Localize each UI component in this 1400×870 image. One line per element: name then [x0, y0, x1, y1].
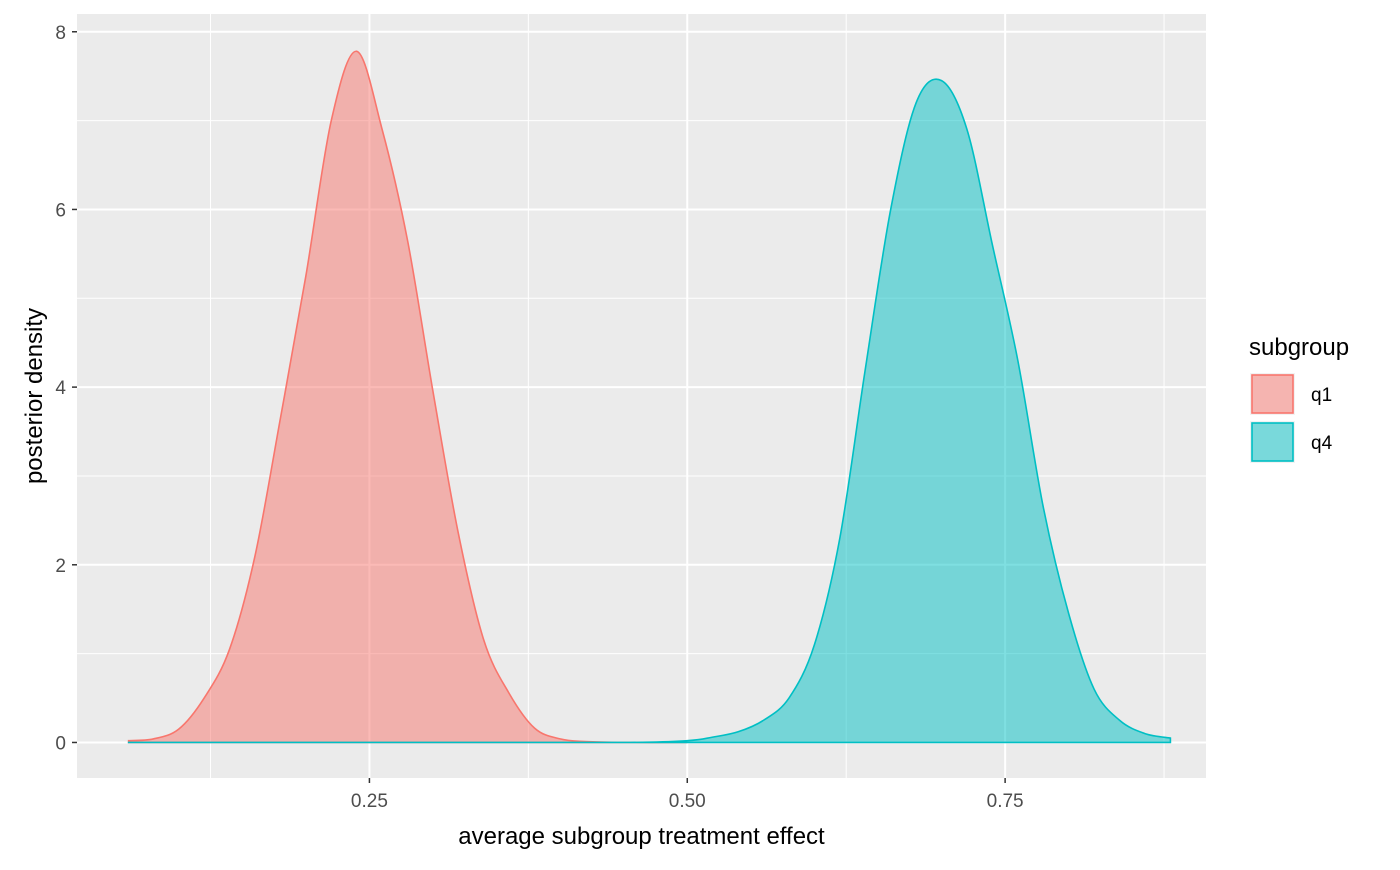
y-tick-label: 2	[55, 556, 66, 577]
y-axis-title: posterior density	[21, 308, 48, 484]
density-area-q1	[127, 51, 688, 743]
legend-label-q4: q4	[1311, 433, 1333, 454]
density-outline-q1	[127, 50, 688, 744]
y-tick-label: 0	[55, 733, 66, 754]
x-tick-label: 0.75	[987, 791, 1024, 812]
x-axis: 0.25 0.50 0.75	[351, 778, 1024, 812]
x-axis-title: average subgroup treatment effect	[458, 823, 825, 850]
density-areas	[127, 50, 1172, 744]
legend-key-q4	[1251, 422, 1294, 462]
legend-key-q1	[1251, 374, 1294, 414]
legend: subgroup q1 q4	[1249, 334, 1349, 463]
x-tick-label: 0.50	[669, 791, 706, 812]
y-axis: 0 2 4 6 8	[55, 23, 77, 754]
density-outline-q4	[127, 78, 1172, 744]
density-area-q4	[127, 79, 1171, 743]
legend-label-q1: q1	[1311, 385, 1332, 406]
legend-title: subgroup	[1249, 334, 1349, 361]
legend-items: q1 q4	[1250, 373, 1333, 463]
y-tick-label: 8	[55, 23, 66, 44]
y-tick-label: 4	[55, 378, 66, 399]
x-tick-label: 0.25	[351, 791, 388, 812]
y-tick-label: 6	[55, 200, 66, 221]
